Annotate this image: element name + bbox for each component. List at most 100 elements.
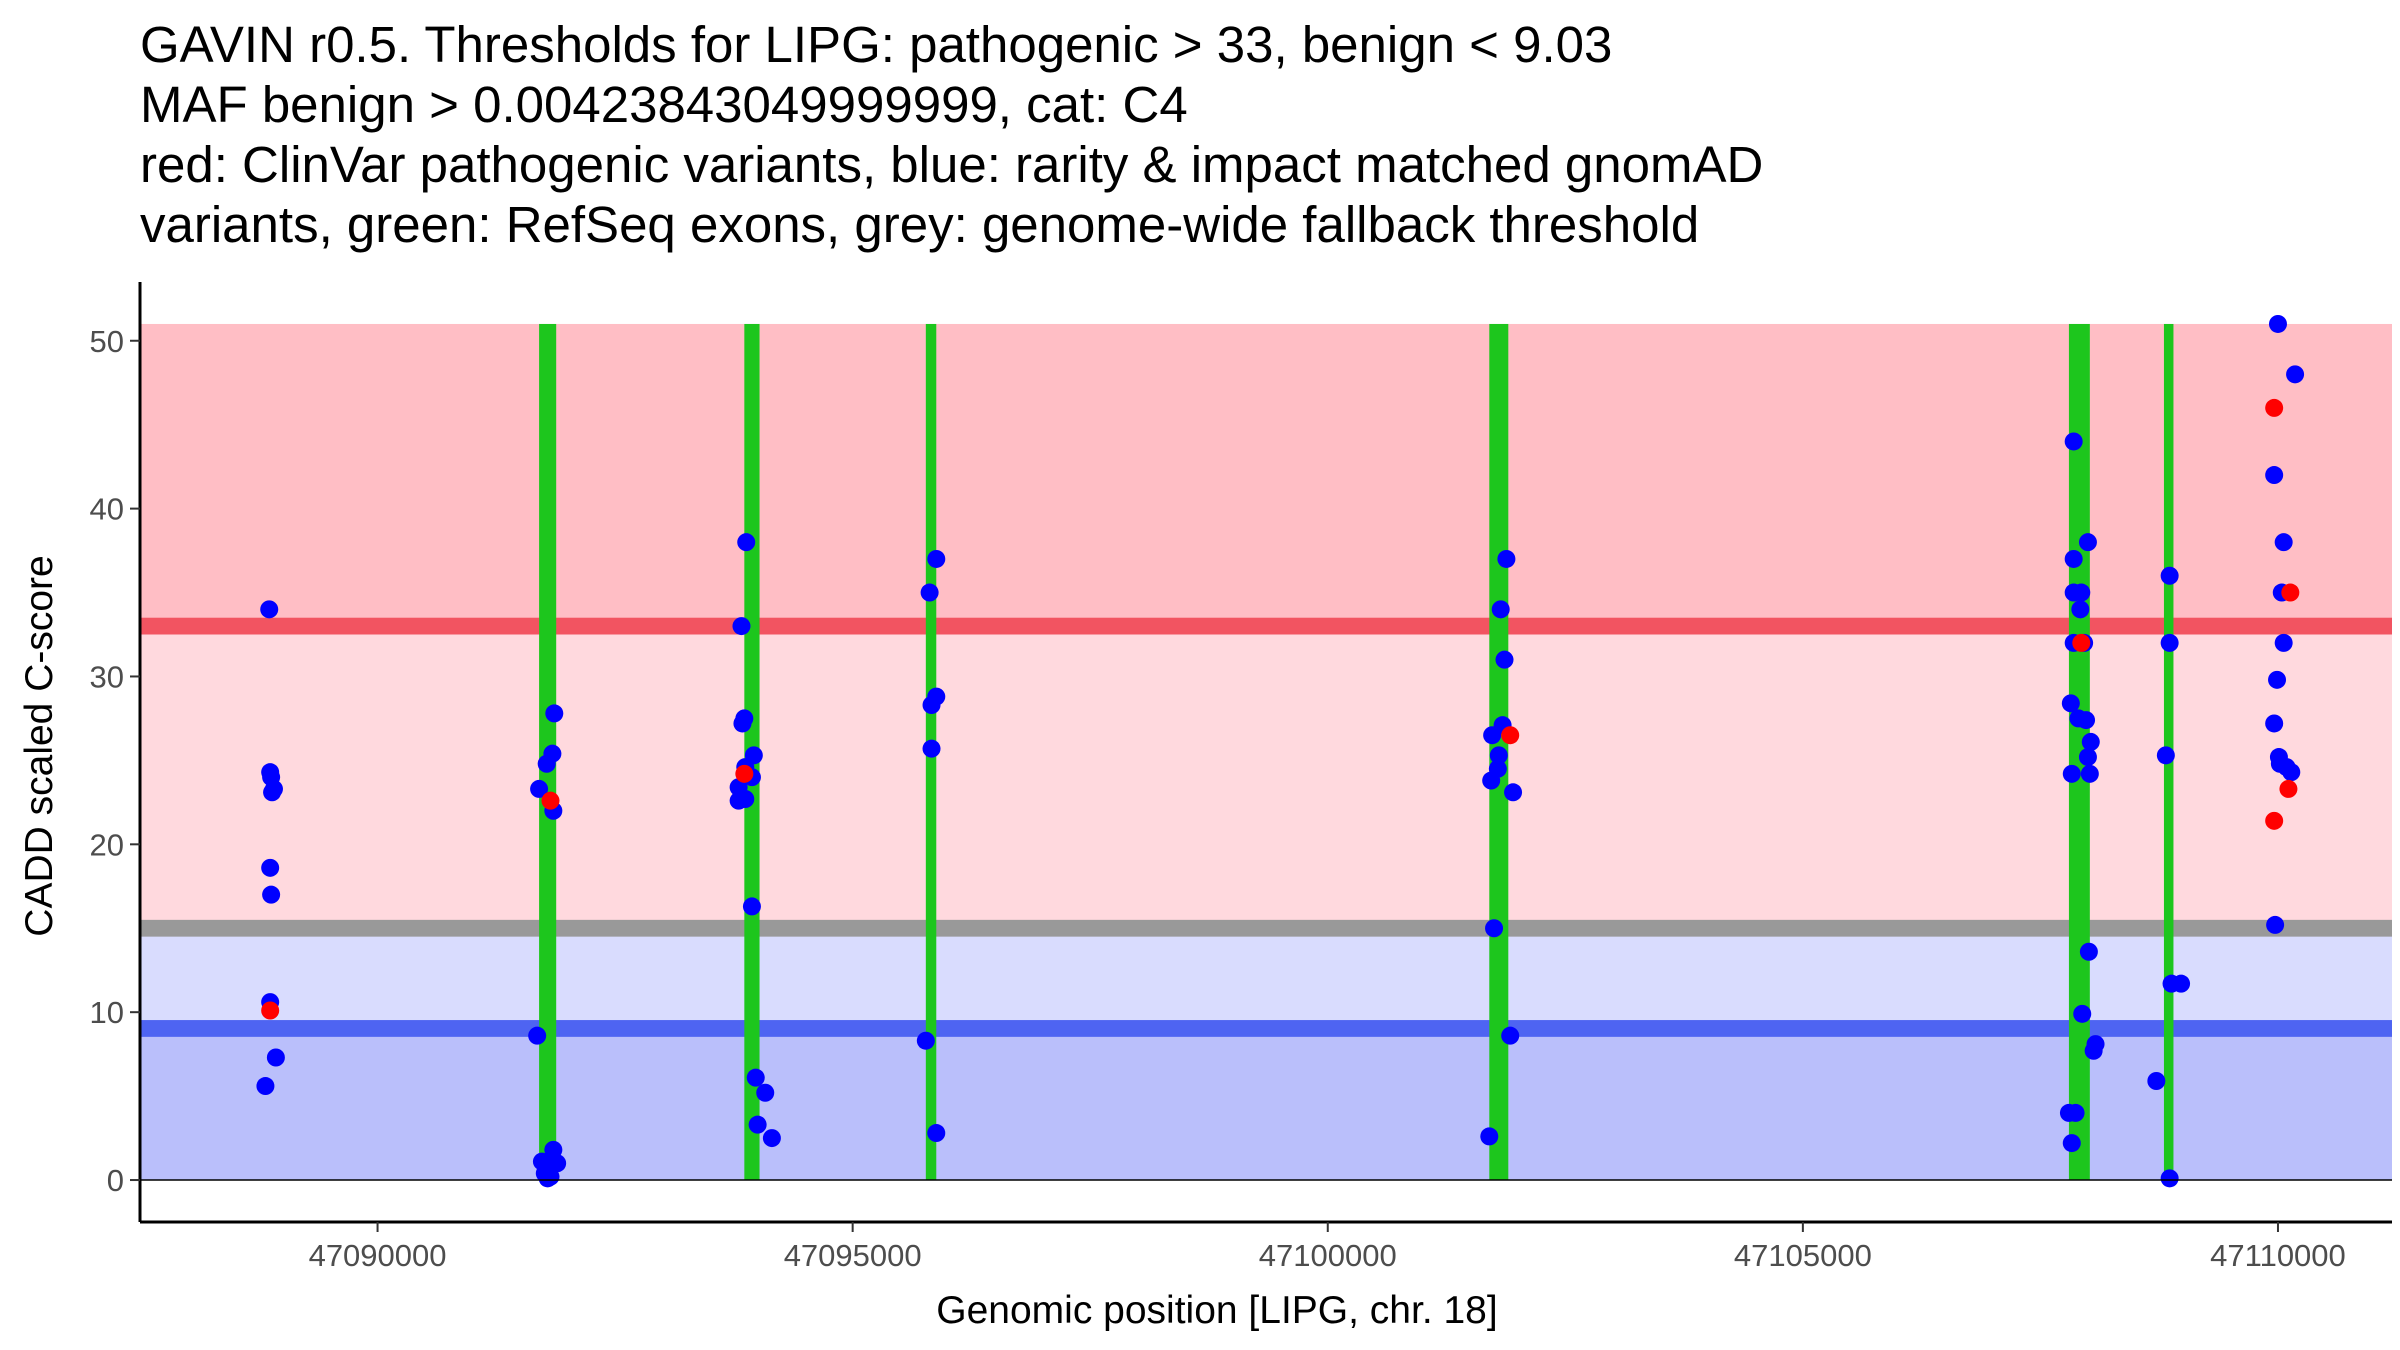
title-line-3: red: ClinVar pathogenic variants, blue: … (140, 136, 1763, 193)
y-axis-title: CADD scaled C-score (18, 555, 61, 936)
gnomad-point-85 (2160, 1169, 2179, 1188)
x-axis-title: Genomic position [LIPG, chr. 18] (936, 1289, 1497, 1332)
gnomad-point-11 (530, 779, 549, 798)
gnomad-point-65 (2061, 694, 2080, 713)
gnomad-point-36 (748, 1115, 767, 1134)
gnomad-point-14 (545, 704, 564, 723)
gnomad-point-78 (2062, 1134, 2081, 1153)
gnomad-point-53 (1504, 783, 1523, 802)
gnomad-point-10 (256, 1077, 275, 1096)
gnomad-point-57 (2064, 432, 2083, 451)
gnomad-point-35 (756, 1083, 775, 1102)
gnomad-point-43 (916, 1031, 935, 1050)
gnomad-point-75 (2086, 1035, 2105, 1054)
gnomad-point-32 (736, 790, 755, 808)
gnomad-point-67 (2077, 711, 2096, 730)
gnomad-point-23 (737, 533, 756, 552)
gnomad-point-61 (2071, 600, 2090, 619)
y-tick-label-4: 30 (90, 659, 124, 694)
clinvar-point-8 (2279, 779, 2298, 798)
gnomad-point-77 (2066, 1103, 2085, 1122)
title-line-2: MAF benign > 0.00423843049999999, cat: C… (140, 76, 1188, 133)
y-tick-label-1: 0 (107, 1163, 124, 1198)
gnomad-point-6 (261, 858, 280, 877)
gnomad-point-73 (2073, 1004, 2092, 1023)
gnomad-point-80 (2160, 633, 2179, 652)
gnomad-point-7 (262, 885, 281, 904)
gnomad-point-33 (742, 897, 761, 916)
region-uncertain-low (140, 928, 2392, 1029)
x-tick-label-5: 47110000 (2210, 1238, 2346, 1273)
gnomad-point-50 (1489, 746, 1508, 765)
x-tick-label-2: 47095000 (784, 1238, 922, 1273)
gnomad-point-68 (2081, 732, 2100, 751)
gnomad-point-56 (1480, 1127, 1499, 1146)
gnomad-point-60 (2072, 583, 2091, 602)
region-uncertain-high (140, 626, 2392, 929)
y-tick-label-3: 20 (90, 827, 124, 862)
gnomad-point-41 (922, 696, 941, 714)
region-pathogenic (140, 323, 2392, 627)
pathogenic-threshold-line (140, 617, 2392, 635)
clinvar-point-7 (2281, 583, 2300, 602)
x-tick-label-1: 47090000 (309, 1238, 447, 1273)
gnomad-point-72 (2079, 942, 2098, 961)
gnomad-point-49 (1483, 726, 1502, 745)
gnomad-point-24 (732, 617, 751, 636)
clinvar-point-1 (261, 1001, 280, 1020)
x-tick-label-4: 47105000 (1734, 1238, 1872, 1273)
region-benign (140, 1028, 2392, 1181)
gnomad-point-9 (266, 1048, 285, 1067)
gnomad-point-45 (1497, 549, 1516, 568)
gnomad-point-84 (2147, 1072, 2166, 1090)
gnomad-point-62 (2078, 533, 2097, 552)
gnomad-point-70 (2062, 764, 2081, 783)
gnomad-point-98 (2266, 915, 2285, 934)
gnomad-point-16 (528, 1026, 547, 1045)
gnomad-point-1 (260, 600, 279, 619)
variant-points (256, 314, 2305, 1188)
gnomad-point-71 (2080, 764, 2099, 783)
gnomad-point-92 (2268, 670, 2287, 689)
threshold-lines (140, 617, 2392, 1037)
gnomad-point-13 (543, 744, 562, 763)
y-tick-label-5: 40 (90, 492, 124, 527)
gnomad-point-46 (1491, 600, 1510, 619)
gnomad-point-26 (735, 709, 754, 728)
gnomad-point-20 (541, 1167, 560, 1186)
gnomad-point-58 (2064, 549, 2083, 568)
gnomad-point-47 (1495, 650, 1514, 669)
gnomad-point-29 (744, 746, 763, 765)
chart-title: GAVIN r0.5. Thresholds for LIPG: pathoge… (140, 16, 1763, 253)
gnomad-point-83 (2172, 974, 2191, 993)
clinvar-point-6 (2265, 398, 2284, 417)
axes: 47090000 47095000 47100000 47105000 47110000… (90, 282, 2392, 1273)
plot-panel (140, 314, 2392, 1188)
gnomad-point-22 (548, 1154, 567, 1173)
clinvar-point-4 (1501, 726, 1520, 745)
gnomad-point-37 (762, 1129, 781, 1148)
gnomad-point-39 (920, 583, 939, 602)
gnomad-point-34 (746, 1068, 765, 1087)
x-tick-label-3: 47100000 (1259, 1238, 1397, 1273)
gnomad-point-97 (2282, 763, 2301, 782)
gnomad-point-89 (2274, 533, 2293, 552)
gnomad-point-5 (264, 779, 283, 798)
clinvar-point-3 (735, 764, 754, 783)
y-tick-label-6: 50 (90, 324, 124, 359)
clinvar-point-2 (541, 791, 560, 810)
clinvar-point-5 (2072, 633, 2091, 652)
gnomad-point-91 (2274, 633, 2293, 652)
gnomad-point-44 (927, 1124, 946, 1143)
gnomad-point-88 (2265, 466, 2284, 485)
clinvar-point-9 (2265, 811, 2284, 830)
gnomad-point-86 (2268, 314, 2287, 333)
gnomad-point-87 (2286, 365, 2305, 384)
gnomad-point-42 (922, 739, 941, 758)
gnomad-point-54 (1485, 919, 1504, 938)
gnomad-point-69 (2078, 748, 2097, 767)
score-regions (140, 323, 2392, 1181)
gnomad-point-52 (1482, 771, 1501, 790)
title-line-1: GAVIN r0.5. Thresholds for LIPG: pathoge… (140, 16, 1612, 73)
